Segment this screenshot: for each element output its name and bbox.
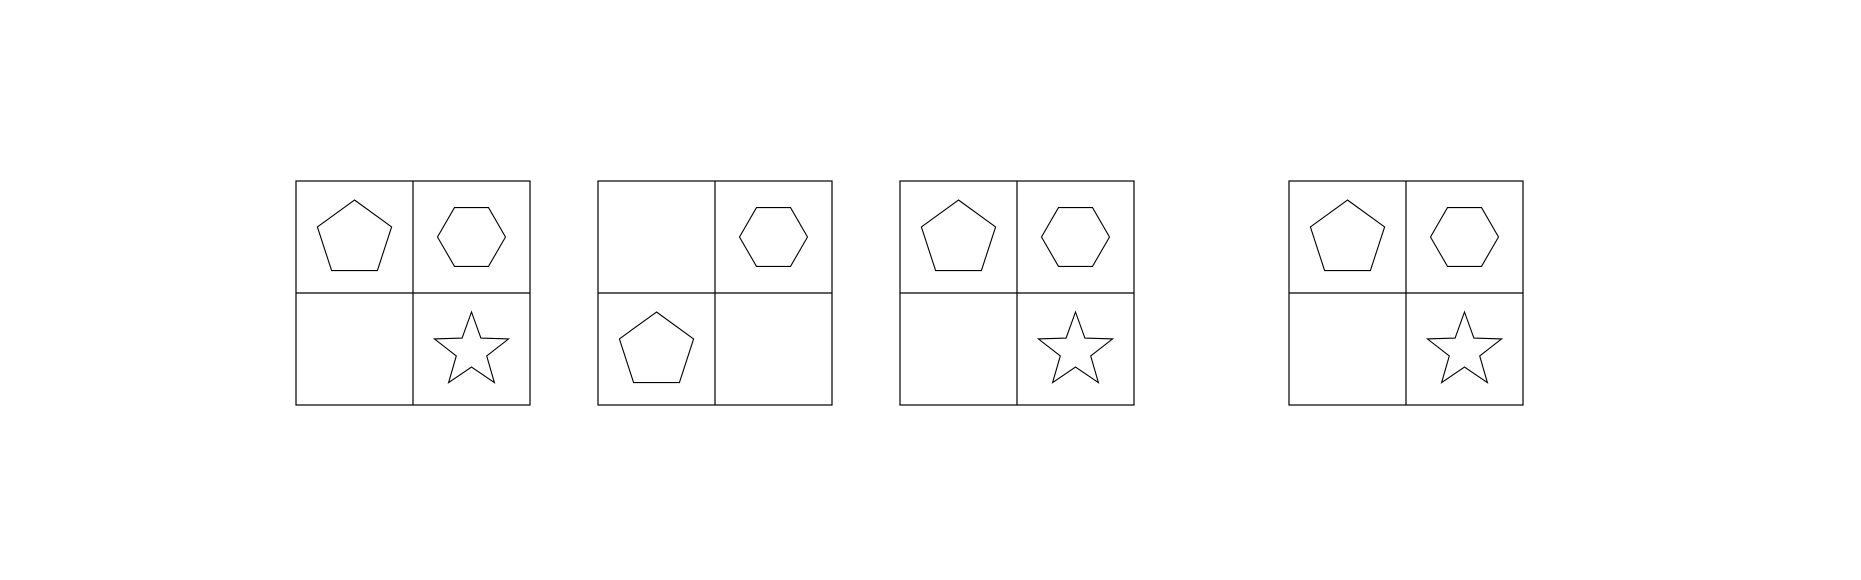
star-shape xyxy=(1036,310,1115,384)
star-shape xyxy=(432,310,511,384)
pentagon-shape xyxy=(1309,199,1386,272)
panel-2 xyxy=(597,180,833,406)
hexagon-shape xyxy=(1040,207,1111,267)
panel-1 xyxy=(295,180,531,406)
pentagon-shape xyxy=(920,199,997,272)
star-shape xyxy=(1425,310,1504,384)
panel-3 xyxy=(899,180,1135,406)
panel-4 xyxy=(1288,180,1524,406)
hexagon-shape xyxy=(436,207,507,267)
pentagon-shape xyxy=(316,199,393,272)
pentagon-shape xyxy=(618,311,695,384)
hexagon-shape xyxy=(738,207,809,267)
hexagon-shape xyxy=(1429,207,1500,267)
